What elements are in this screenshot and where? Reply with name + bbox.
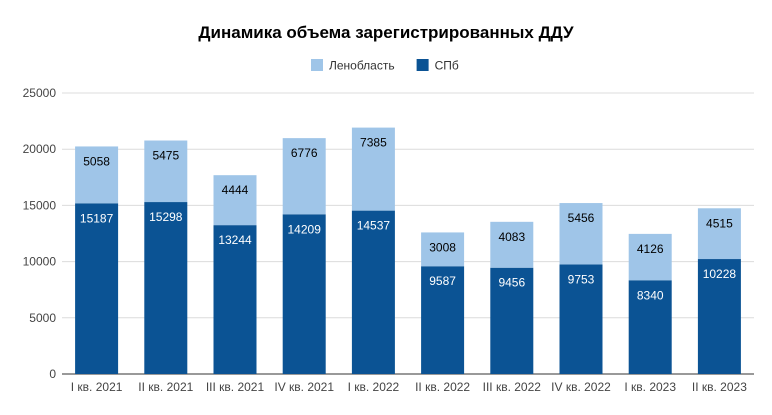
data-label: 3008 bbox=[429, 240, 456, 254]
data-label: 8340 bbox=[637, 288, 664, 302]
bar-segment bbox=[559, 264, 603, 374]
bar-segment bbox=[421, 232, 465, 267]
legend-swatch bbox=[416, 59, 429, 71]
bar-segment bbox=[351, 210, 395, 374]
y-axis: 0 5000 10000 15000 20000 25000 bbox=[23, 86, 57, 381]
x-tick-label: III кв. 2021 bbox=[206, 380, 265, 394]
bar-segment bbox=[282, 214, 326, 374]
y-tick-label: 0 bbox=[49, 367, 56, 381]
legend: Ленобласть СПб bbox=[311, 59, 459, 73]
bar-segment bbox=[421, 266, 465, 374]
bar-segment bbox=[628, 280, 672, 374]
bar-segment bbox=[351, 127, 395, 211]
bar-segment bbox=[282, 138, 326, 215]
x-tick-label: II кв. 2021 bbox=[138, 380, 193, 394]
data-label: 6776 bbox=[291, 146, 318, 160]
chart-title: Динамика объема зарегистрированных ДДУ bbox=[198, 23, 574, 42]
data-label: 15298 bbox=[149, 210, 183, 224]
x-tick-label: IV кв. 2022 bbox=[551, 380, 611, 394]
data-label: 13244 bbox=[218, 233, 252, 247]
x-tick-label: III кв. 2022 bbox=[483, 380, 542, 394]
data-label: 5456 bbox=[568, 211, 595, 225]
y-tick-label: 25000 bbox=[23, 86, 57, 100]
bar-segment bbox=[213, 175, 257, 226]
x-tick-label: II кв. 2022 bbox=[415, 380, 470, 394]
data-label: 14537 bbox=[357, 219, 391, 233]
bar-segment bbox=[144, 202, 188, 374]
bar-segment bbox=[213, 225, 257, 374]
data-label: 10228 bbox=[703, 267, 737, 281]
bar-segment bbox=[75, 203, 119, 374]
x-tick-label: IV кв. 2021 bbox=[274, 380, 334, 394]
data-label: 7385 bbox=[360, 136, 387, 150]
y-tick-label: 15000 bbox=[23, 198, 57, 212]
x-tick-label: I кв. 2023 bbox=[624, 380, 676, 394]
data-label: 14209 bbox=[288, 222, 322, 236]
data-label: 4083 bbox=[498, 230, 525, 244]
data-label: 4444 bbox=[222, 183, 249, 197]
data-label: 9456 bbox=[498, 276, 525, 290]
bars: 15187 5058 15298 5475 13244 4444 14209 6776 1453… bbox=[75, 127, 741, 374]
legend-label: Ленобласть bbox=[329, 59, 395, 73]
x-tick-label: I кв. 2022 bbox=[348, 380, 400, 394]
y-tick-label: 20000 bbox=[23, 142, 57, 156]
bar-segment bbox=[490, 221, 534, 268]
bar-segment bbox=[697, 259, 741, 374]
data-label: 9753 bbox=[568, 272, 595, 286]
data-label: 4515 bbox=[706, 216, 733, 230]
legend-swatch bbox=[311, 59, 323, 71]
bar-segment bbox=[75, 146, 119, 204]
data-label: 9587 bbox=[429, 274, 456, 288]
data-label: 4126 bbox=[637, 242, 664, 256]
data-label: 15187 bbox=[80, 211, 114, 225]
x-tick-label: II кв. 2023 bbox=[692, 380, 747, 394]
data-label: 5475 bbox=[152, 149, 179, 163]
bar-segment bbox=[628, 233, 672, 281]
legend-label: СПб bbox=[435, 59, 459, 73]
bar-segment bbox=[144, 140, 188, 203]
x-tick-label: I кв. 2021 bbox=[71, 380, 123, 394]
bar-segment bbox=[490, 267, 534, 374]
bar-segment bbox=[697, 208, 741, 260]
x-axis: I кв. 2021 II кв. 2021 III кв. 2021 IV кв. … bbox=[71, 380, 747, 394]
bar-segment bbox=[559, 203, 603, 265]
y-tick-label: 5000 bbox=[29, 311, 56, 325]
y-tick-label: 10000 bbox=[23, 255, 57, 269]
data-label: 5058 bbox=[83, 154, 110, 168]
